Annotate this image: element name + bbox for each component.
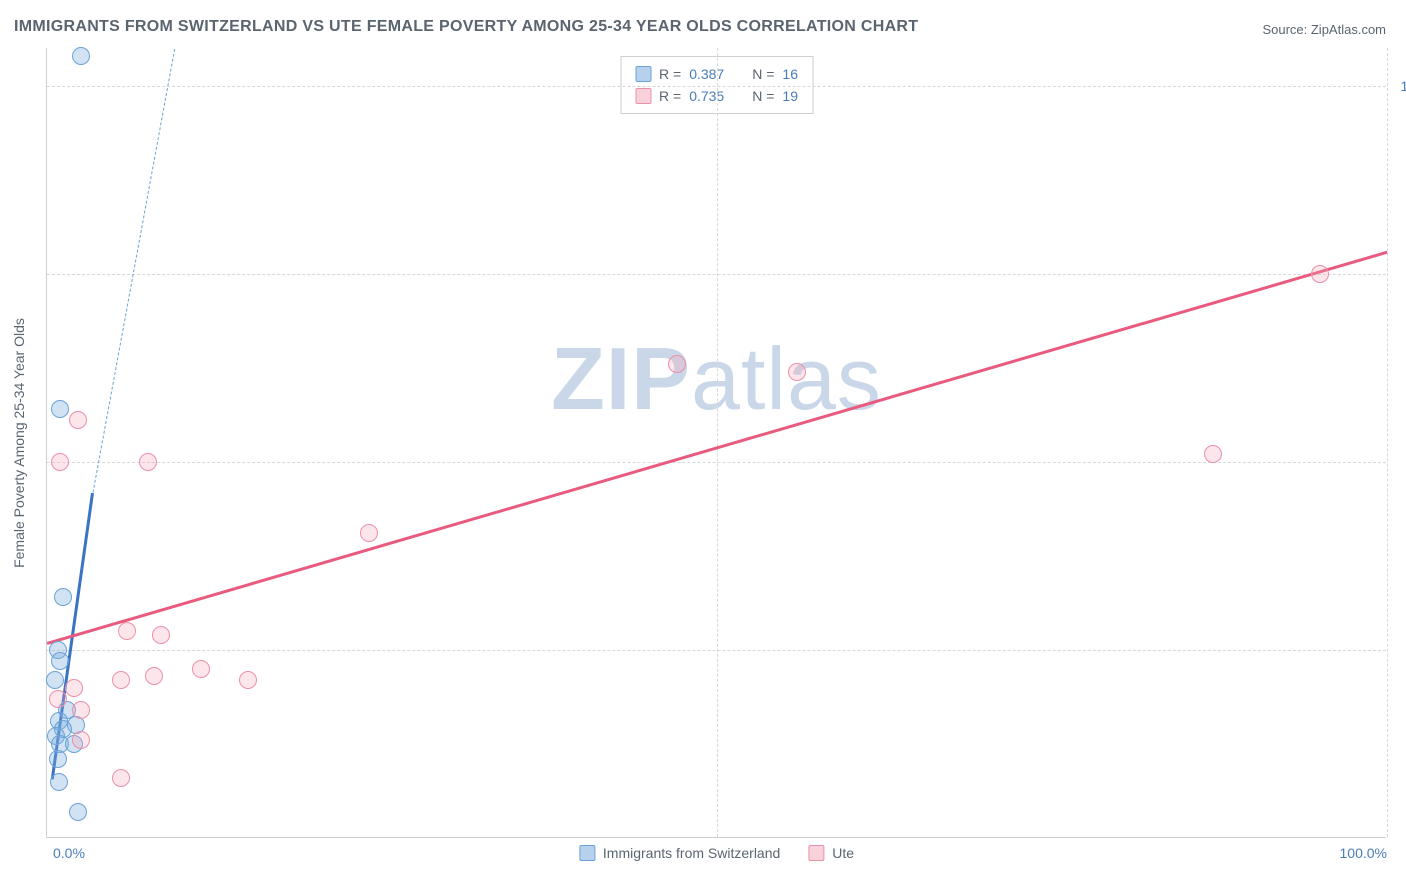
data-point: [239, 671, 257, 689]
y-axis-label: Female Poverty Among 25-34 Year Olds: [11, 318, 27, 568]
x-tick-label: 0.0%: [53, 845, 85, 861]
data-point: [112, 769, 130, 787]
gridline-vertical: [1387, 48, 1388, 837]
data-point: [72, 731, 90, 749]
data-point: [54, 588, 72, 606]
legend-n-value: 19: [782, 85, 798, 107]
data-point: [1311, 265, 1329, 283]
data-point: [112, 671, 130, 689]
legend-series-item: Ute: [808, 845, 854, 861]
data-point: [360, 524, 378, 542]
watermark-bold: ZIP: [551, 329, 691, 428]
legend-n-label: N =: [752, 63, 774, 85]
data-point: [46, 671, 64, 689]
data-point: [192, 660, 210, 678]
legend-n-label: N =: [752, 85, 774, 107]
y-tick-label: 100.0%: [1401, 78, 1406, 94]
data-point: [65, 679, 83, 697]
data-point: [49, 690, 67, 708]
data-point: [72, 701, 90, 719]
legend-n-value: 16: [782, 63, 798, 85]
legend-swatch: [635, 88, 651, 104]
legend-series-item: Immigrants from Switzerland: [579, 845, 780, 861]
legend-swatch: [579, 845, 595, 861]
legend-r-label: R =: [659, 63, 681, 85]
data-point: [668, 355, 686, 373]
data-point: [1204, 445, 1222, 463]
data-point: [152, 626, 170, 644]
legend-series: Immigrants from Switzerland Ute: [579, 845, 854, 861]
source-label: Source: ZipAtlas.com: [1262, 22, 1386, 37]
data-point: [51, 652, 69, 670]
legend-swatch: [808, 845, 824, 861]
legend-series-label: Immigrants from Switzerland: [603, 845, 780, 861]
data-point: [69, 411, 87, 429]
trend-line: [92, 48, 175, 492]
plot-area: Female Poverty Among 25-34 Year Olds ZIP…: [46, 48, 1386, 838]
data-point: [139, 453, 157, 471]
chart-title: IMMIGRANTS FROM SWITZERLAND VS UTE FEMAL…: [14, 18, 918, 36]
data-point: [51, 453, 69, 471]
data-point: [118, 622, 136, 640]
data-point: [72, 47, 90, 65]
legend-r-value: 0.735: [689, 85, 724, 107]
legend-r-label: R =: [659, 85, 681, 107]
data-point: [69, 803, 87, 821]
data-point: [788, 363, 806, 381]
legend-r-value: 0.387: [689, 63, 724, 85]
legend-swatch: [635, 66, 651, 82]
legend-series-label: Ute: [832, 845, 854, 861]
data-point: [145, 667, 163, 685]
data-point: [51, 400, 69, 418]
data-point: [49, 750, 67, 768]
data-point: [50, 773, 68, 791]
watermark-rest: atlas: [691, 329, 882, 428]
gridline-vertical: [717, 48, 718, 837]
x-tick-label: 100.0%: [1340, 845, 1387, 861]
